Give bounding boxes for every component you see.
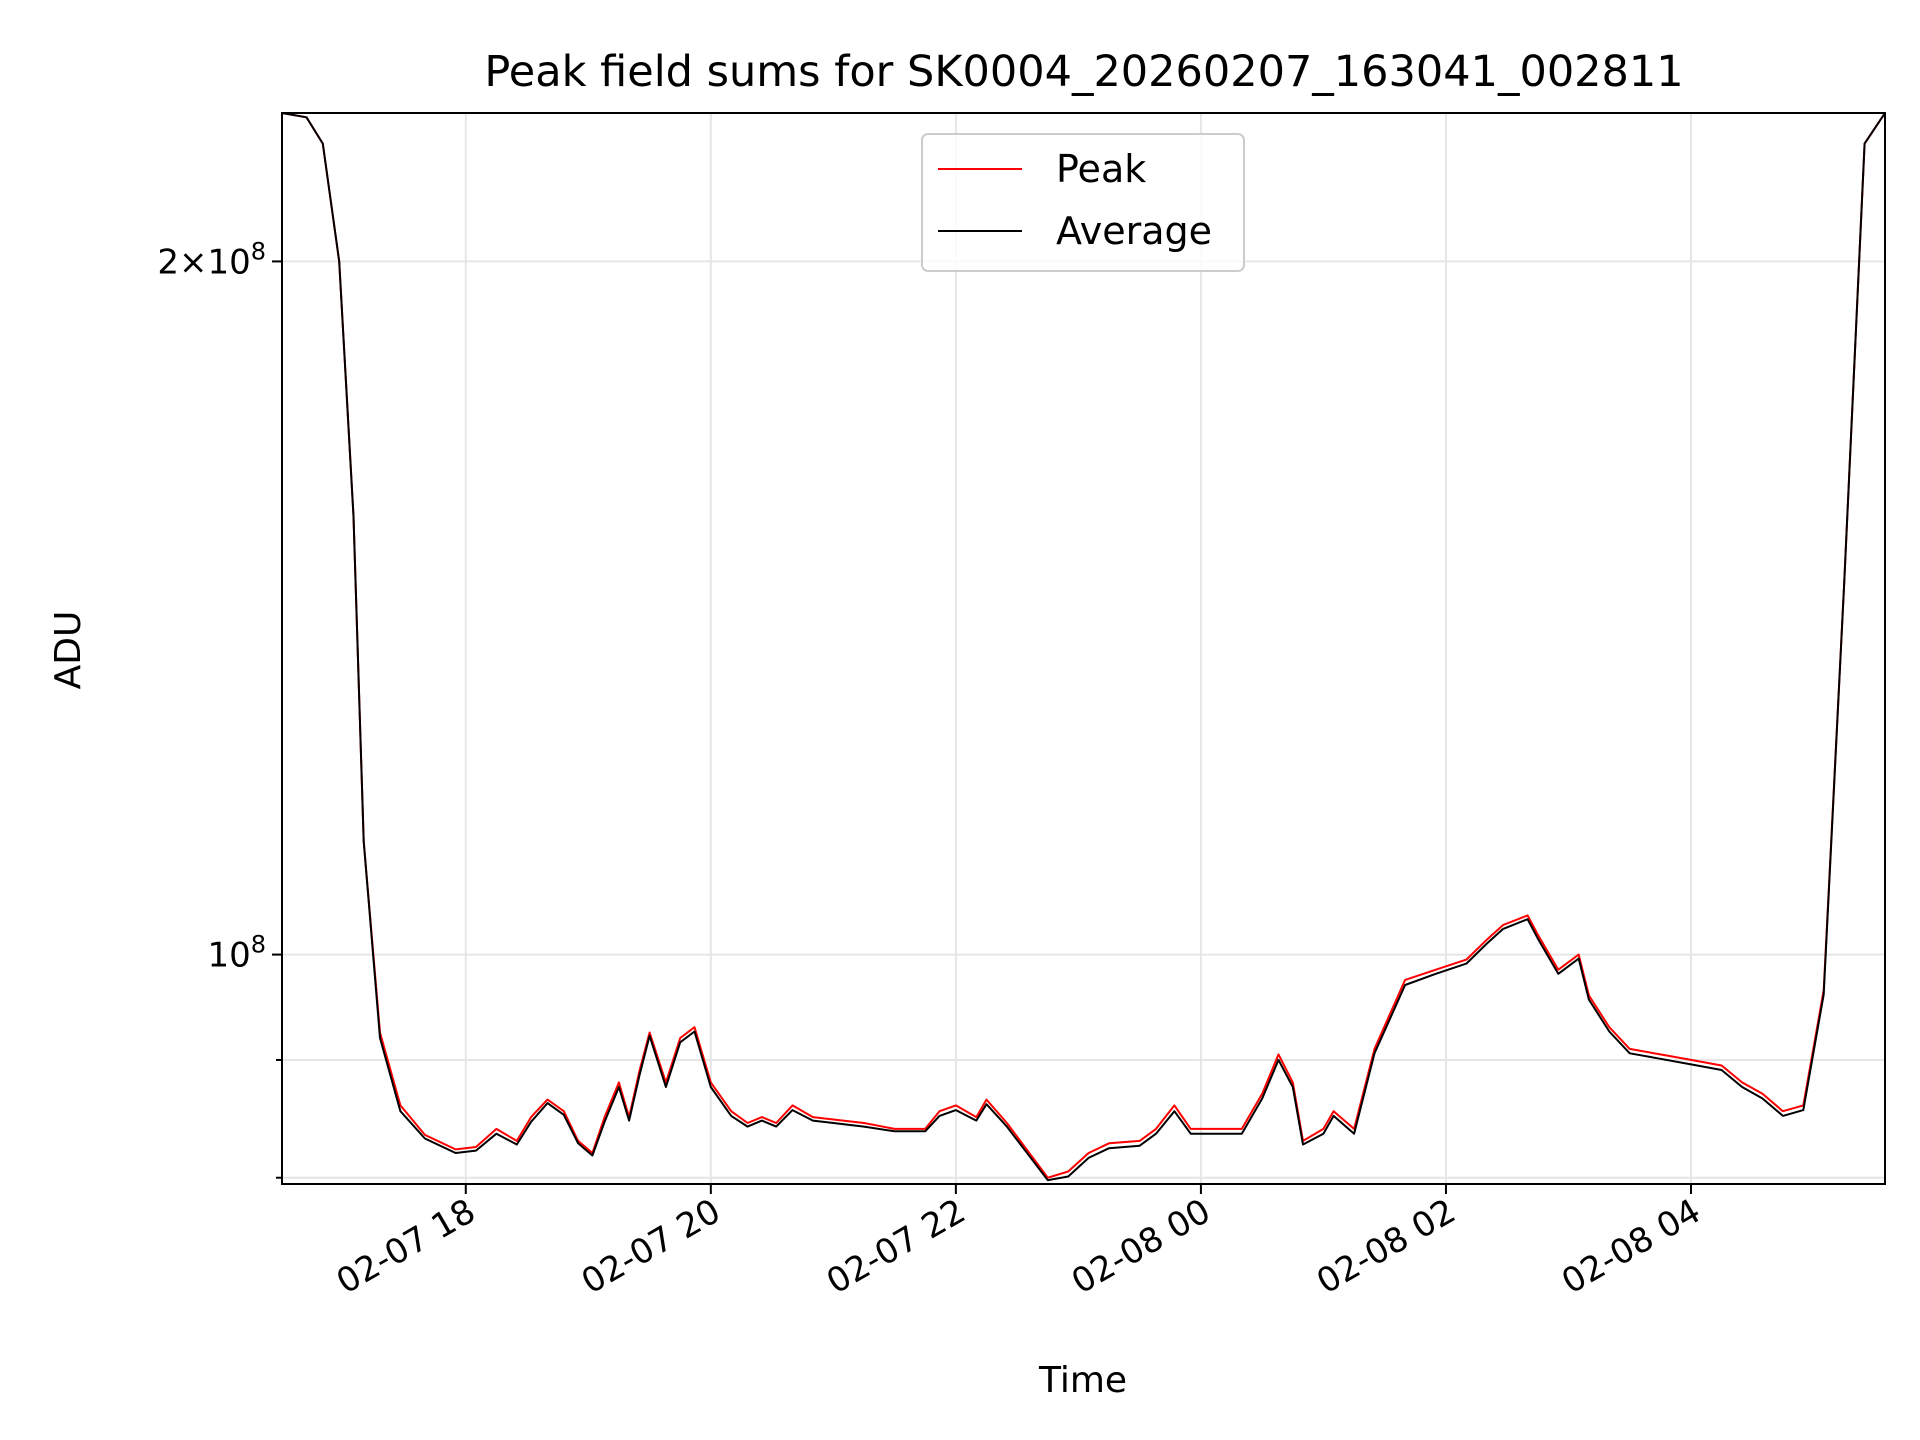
y-tick-label: 108	[207, 931, 266, 976]
x-axis-label: Time	[1038, 1360, 1127, 1401]
series-line-average	[281, 112, 1886, 1182]
grid	[282, 113, 1885, 1184]
y-axis-label: ADU	[48, 611, 89, 690]
legend-label-peak: Peak	[1056, 147, 1146, 191]
chart-title: Peak field sums for SK0004_20260207_1630…	[484, 47, 1683, 97]
plot-area	[281, 112, 1886, 1182]
legend-label-average: Average	[1056, 209, 1212, 253]
legend: Peak Average	[921, 133, 1245, 272]
axes-frame	[281, 112, 1886, 1185]
y-tick-label: 2×108	[157, 237, 266, 282]
